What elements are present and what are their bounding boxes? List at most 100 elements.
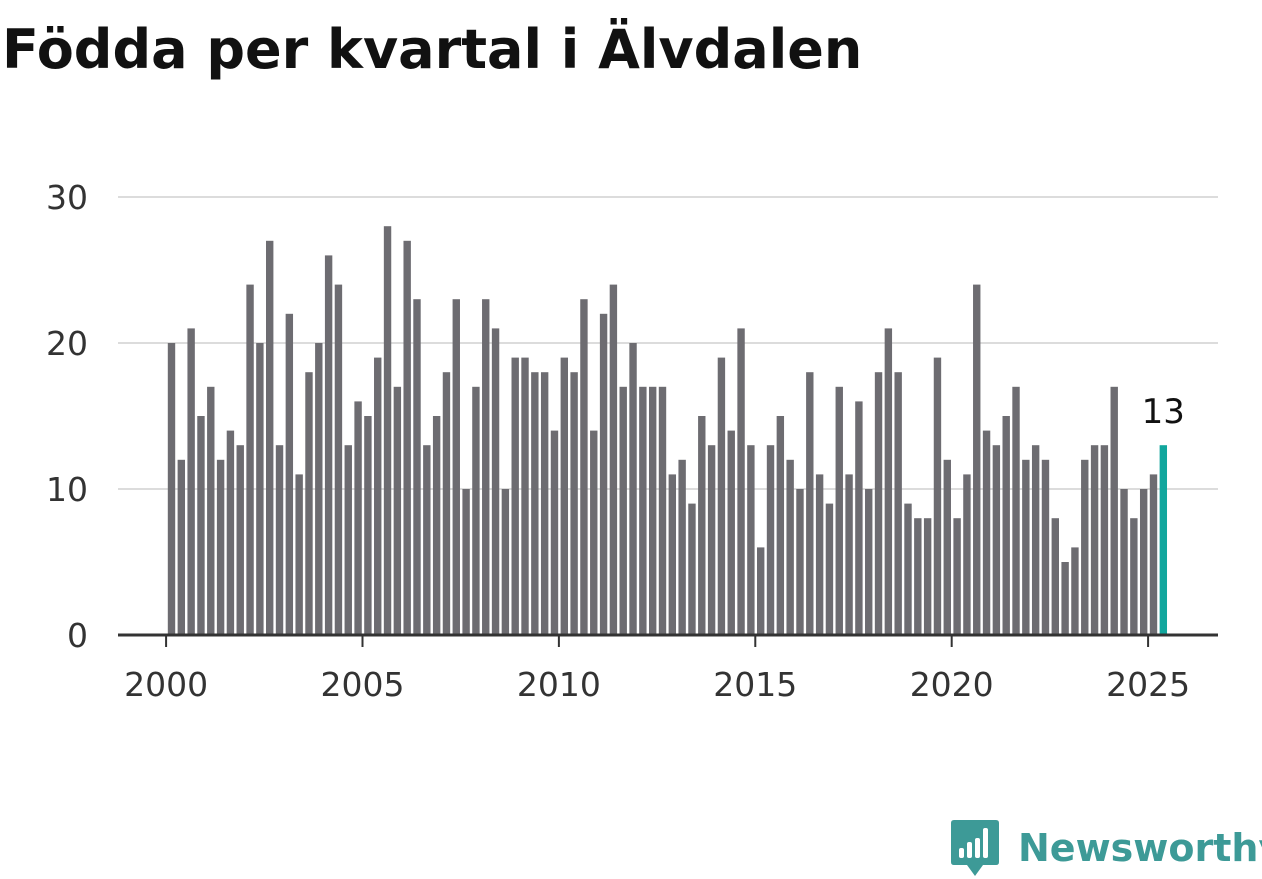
bar <box>197 416 205 635</box>
bar <box>1051 518 1059 635</box>
bar <box>226 430 235 635</box>
bar <box>550 430 559 635</box>
bar <box>1139 489 1148 635</box>
bar <box>982 430 991 635</box>
bar <box>923 518 932 635</box>
bar <box>393 386 402 635</box>
bar <box>688 503 696 635</box>
bar <box>246 284 254 635</box>
bar <box>786 459 794 635</box>
bar <box>845 474 853 635</box>
bar <box>806 372 814 635</box>
bar <box>943 459 951 635</box>
x-tick-label: 2015 <box>713 665 797 704</box>
bar <box>1002 416 1010 635</box>
bar <box>963 474 971 635</box>
bar <box>973 284 981 635</box>
bar <box>521 357 529 635</box>
bar <box>452 299 460 635</box>
bar <box>707 445 716 635</box>
x-tick-label: 2010 <box>517 665 601 704</box>
bar <box>266 240 274 636</box>
bar <box>1081 459 1089 635</box>
bar <box>511 357 519 635</box>
bar <box>1071 547 1079 635</box>
bar <box>904 503 912 635</box>
bar <box>1012 386 1020 635</box>
x-tick-label: 2025 <box>1106 665 1190 704</box>
bar <box>1022 459 1030 635</box>
bar <box>472 386 480 635</box>
bar <box>462 489 470 635</box>
bar <box>374 357 382 635</box>
bar <box>560 357 568 635</box>
newsworthy-logo-icon <box>951 820 999 876</box>
bars <box>167 226 1168 636</box>
y-tick-label: 30 <box>46 178 88 217</box>
bar <box>933 357 942 635</box>
bar <box>668 474 677 635</box>
axis-labels: 0 10 20 30 2000 2005 2010 2015 2020 2025 13 <box>46 178 1190 704</box>
bar <box>324 255 333 635</box>
bar <box>865 489 873 635</box>
bar <box>639 386 647 635</box>
bar <box>599 313 608 635</box>
bar <box>1061 562 1069 635</box>
bar <box>334 284 343 635</box>
bar <box>432 416 441 635</box>
bar <box>482 299 490 635</box>
bar <box>1120 489 1128 635</box>
bar <box>413 299 421 635</box>
bar <box>884 328 893 635</box>
bar <box>727 430 735 635</box>
bar <box>177 459 186 635</box>
x-tick-label: 2000 <box>124 665 208 704</box>
bar <box>354 401 362 635</box>
bar <box>491 328 500 635</box>
bar-highlight <box>1159 445 1168 635</box>
bar <box>1130 518 1138 635</box>
bar <box>590 430 598 635</box>
bar <box>855 401 863 635</box>
bar <box>815 474 824 635</box>
bar <box>364 416 372 635</box>
bar <box>1031 445 1040 635</box>
bar <box>216 459 225 635</box>
chart-title: Födda per kvartal i Älvdalen <box>2 18 863 81</box>
bar <box>305 372 313 635</box>
bar <box>423 445 431 635</box>
bar <box>207 386 215 635</box>
bar <box>747 445 755 635</box>
bar <box>953 518 961 635</box>
bar <box>570 372 578 635</box>
bar <box>167 343 176 635</box>
bar <box>698 416 706 635</box>
bar <box>835 386 843 635</box>
bar <box>658 386 667 635</box>
bar <box>501 489 510 635</box>
bar <box>609 284 618 635</box>
bar <box>1149 474 1158 635</box>
bar <box>236 445 244 635</box>
bar <box>315 343 323 635</box>
bar <box>187 328 195 635</box>
bar <box>619 386 627 635</box>
y-tick-label: 20 <box>46 324 88 363</box>
y-tick-label: 0 <box>67 616 88 655</box>
bar <box>776 416 785 635</box>
bar <box>894 372 902 635</box>
bar <box>648 386 657 635</box>
bar <box>992 445 1001 635</box>
bar-chart: 0 10 20 30 2000 2005 2010 2015 2020 2025 13 <box>46 178 1218 704</box>
bar <box>1100 445 1109 635</box>
bar <box>678 459 686 635</box>
bar <box>275 445 284 635</box>
bar <box>344 445 352 635</box>
brand-name: Newsworthy <box>1018 826 1262 870</box>
axes <box>118 633 1218 647</box>
bar <box>717 357 726 635</box>
bar <box>874 372 883 635</box>
bar <box>1110 386 1118 635</box>
bar <box>629 343 637 635</box>
x-tick-label: 2020 <box>910 665 994 704</box>
